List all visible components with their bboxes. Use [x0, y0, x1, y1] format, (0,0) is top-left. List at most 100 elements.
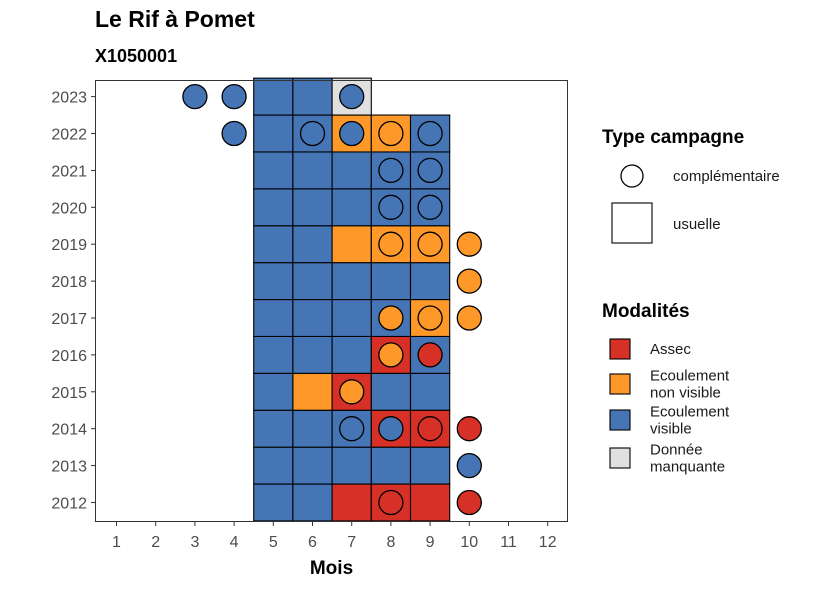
usual-tile-2019-5 — [253, 225, 294, 264]
usual-tile-2012-9 — [409, 483, 451, 522]
legend-label-usuelle: usuelle — [673, 216, 721, 233]
legend-label-modalite: visible — [650, 421, 692, 438]
usual-tile-2012-6 — [292, 483, 333, 522]
x-tick-label: 11 — [500, 534, 517, 551]
y-tick-label: 2022 — [51, 127, 87, 144]
complementary-point-2013-10 — [456, 452, 482, 479]
usual-tile-2018-8 — [370, 262, 412, 301]
x-tick-label: 9 — [426, 534, 435, 551]
x-tick-label: 7 — [347, 534, 356, 551]
usual-tile-2015-8 — [370, 372, 412, 411]
complementary-point-2014-7 — [339, 416, 365, 442]
complementary-point-2017-10 — [456, 305, 482, 331]
usual-tile-2020-7 — [331, 188, 372, 227]
legend-type-title: Type campagne — [602, 127, 744, 148]
usual-tile-2018-6 — [292, 262, 333, 301]
legend: Type campagne complémentaire usuelle Modali… — [602, 127, 780, 476]
y-tick-label: 2021 — [51, 163, 87, 180]
x-tick-label: 6 — [308, 534, 317, 551]
complementary-point-2012-10 — [456, 489, 482, 516]
usual-tile-2016-6 — [292, 335, 333, 374]
complementary-point-2016-8 — [378, 342, 404, 368]
complementary-point-2020-8 — [378, 194, 404, 220]
complementary-point-2015-7 — [339, 379, 365, 405]
usual-tile-2019-6 — [292, 225, 333, 264]
x-tick-label: 10 — [460, 534, 478, 551]
legend-modalites-title: Modalités — [602, 301, 690, 322]
legend-label-modalite: Ecoulement — [650, 368, 730, 385]
usual-tile-2012-7 — [331, 483, 372, 522]
usual-tile-2015-9 — [409, 372, 451, 411]
y-tick-label: 2020 — [51, 200, 87, 217]
y-tick-label: 2014 — [51, 422, 87, 439]
x-axis-title: Mois — [310, 558, 353, 579]
usual-tile-2021-6 — [292, 151, 333, 190]
plot-panel-border — [95, 80, 568, 522]
complementary-point-2012-8 — [378, 489, 404, 516]
complementary-point-2019-9 — [417, 231, 443, 257]
usual-tile-2017-5 — [253, 298, 294, 337]
x-tick-label: 5 — [269, 534, 278, 551]
usual-tile-2016-7 — [331, 335, 372, 374]
y-tick-label: 2012 — [51, 496, 87, 513]
x-tick-label: 8 — [386, 534, 395, 551]
y-tick-label: 2013 — [51, 459, 87, 476]
legend-label-modalite: Donnée — [650, 442, 703, 459]
usual-tile-2018-7 — [331, 262, 372, 301]
complementary-point-2022-9 — [417, 120, 443, 147]
complementary-point-2020-9 — [417, 194, 443, 220]
y-tick-label: 2017 — [51, 311, 87, 328]
complementary-campaign-points — [182, 83, 482, 516]
usual-tile-2018-5 — [253, 262, 294, 301]
complementary-point-2022-4 — [221, 120, 247, 147]
y-tick-label: 2016 — [51, 348, 87, 365]
complementary-point-2022-6 — [299, 120, 326, 147]
complementary-point-2017-8 — [378, 305, 404, 331]
complementary-point-2016-9 — [417, 342, 443, 368]
complementary-point-2019-8 — [378, 231, 404, 257]
complementary-point-2022-7 — [339, 120, 365, 147]
legend-label-modalite: non visible — [650, 385, 721, 402]
usual-tile-2014-6 — [292, 409, 333, 448]
complementary-point-2014-10 — [456, 416, 482, 442]
usual-tile-2019-7 — [331, 225, 372, 264]
complementary-point-2017-9 — [417, 305, 443, 331]
usual-tile-2015-6 — [292, 372, 333, 411]
complementary-point-2014-9 — [417, 416, 443, 442]
legend-key-modalite — [609, 373, 631, 395]
usual-tile-2017-6 — [292, 298, 333, 337]
usual-tile-2013-6 — [292, 446, 333, 485]
legend-key-modalite — [609, 338, 631, 360]
usual-tile-2020-6 — [292, 188, 333, 227]
legend-key-complementaire — [620, 164, 644, 188]
x-tick-label: 2 — [151, 534, 160, 551]
y-tick-label: 2015 — [51, 385, 87, 402]
legend-label-complementaire: complémentaire — [673, 168, 780, 185]
chart-title: Le Rif à Pomet — [95, 6, 255, 32]
legend-label-modalite: manquante — [650, 459, 725, 476]
usual-tile-2014-5 — [253, 409, 294, 448]
x-tick-label: 12 — [539, 534, 557, 551]
y-tick-label: 2019 — [51, 237, 87, 254]
usual-tile-2022-5 — [253, 114, 294, 153]
legend-label-modalite: Ecoulement — [650, 404, 730, 421]
complementary-point-2023-3 — [182, 83, 208, 110]
complementary-point-2018-10 — [456, 268, 482, 294]
usual-tile-2023-6 — [292, 77, 333, 116]
usual-tile-2017-7 — [331, 298, 372, 337]
usual-tile-2012-5 — [253, 483, 294, 522]
complementary-point-2021-9 — [417, 157, 443, 184]
x-tick-label: 3 — [190, 534, 199, 551]
complementary-point-2023-7 — [339, 83, 365, 110]
y-tick-label: 2023 — [51, 90, 87, 107]
complementary-point-2014-8 — [378, 416, 404, 442]
y-tick-label: 2018 — [51, 274, 87, 291]
usual-tile-2016-5 — [253, 335, 294, 374]
complementary-point-2019-10 — [456, 231, 482, 257]
usual-tile-2013-8 — [370, 446, 412, 485]
usual-tile-2013-5 — [253, 446, 294, 485]
complementary-point-2021-8 — [378, 157, 404, 184]
usual-tile-2018-9 — [409, 262, 451, 301]
complementary-point-2023-4 — [221, 83, 247, 110]
